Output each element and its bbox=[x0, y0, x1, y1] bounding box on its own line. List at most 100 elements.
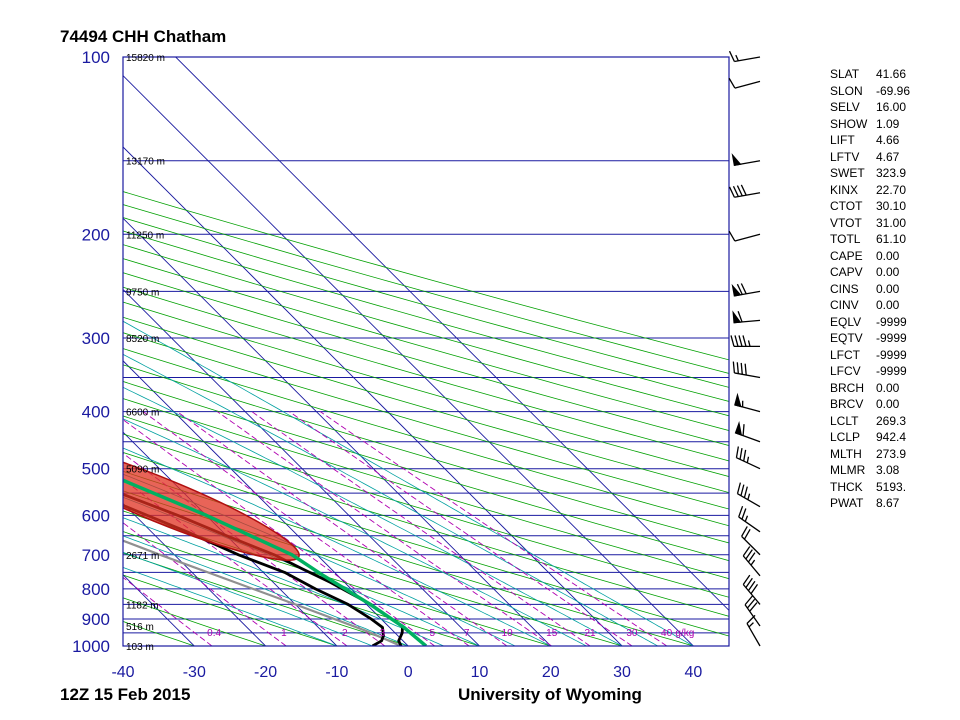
index-value: 5193. bbox=[876, 479, 907, 494]
mixing-ratio-label: 7 bbox=[464, 628, 470, 639]
index-key: MLMR bbox=[830, 463, 866, 477]
dry-adiabat-line bbox=[123, 381, 729, 562]
index-row: MLMR 3.08 bbox=[830, 462, 910, 479]
wind-barb bbox=[728, 230, 761, 242]
index-value: 4.66 bbox=[876, 133, 900, 147]
index-value: 942.4 bbox=[876, 430, 907, 444]
dry-adiabat-line bbox=[123, 272, 729, 446]
index-key: SLAT bbox=[830, 67, 860, 81]
index-value: 22.70 bbox=[876, 182, 907, 197]
index-row: MLTH 273.9 bbox=[830, 446, 910, 463]
index-value: -9999 bbox=[876, 331, 907, 345]
index-row: LFCV -9999 bbox=[830, 363, 910, 380]
moist-adiabat-line bbox=[123, 566, 338, 646]
index-value: 61.10 bbox=[876, 232, 907, 246]
x-tick-label: 0 bbox=[404, 664, 413, 681]
index-value: -9999 bbox=[876, 347, 907, 362]
pressure-tick-label: 400 bbox=[82, 403, 110, 422]
index-key: LCLT bbox=[830, 413, 859, 428]
dry-adiabat-line bbox=[123, 574, 338, 646]
index-key: BRCV bbox=[830, 397, 864, 411]
index-key: LCLP bbox=[830, 430, 861, 444]
index-key: EQTV bbox=[830, 331, 863, 345]
pressure-tick-label: 700 bbox=[82, 546, 110, 565]
index-value: 8.67 bbox=[876, 496, 900, 510]
index-row: KINX 22.70 bbox=[830, 182, 910, 199]
mixing-ratio-label: 21 bbox=[584, 628, 596, 639]
height-label: 6600 m bbox=[126, 408, 159, 419]
index-row: SELV 16.00 bbox=[830, 99, 910, 116]
index-key: SWET bbox=[830, 166, 865, 180]
index-key: MLTH bbox=[830, 446, 862, 461]
wind-barb bbox=[732, 361, 761, 379]
mixing-ratio-label: 2 bbox=[342, 628, 348, 639]
index-key: CINS bbox=[830, 281, 859, 296]
pressure-tick-label: 800 bbox=[82, 580, 110, 599]
index-row: EQLV -9999 bbox=[830, 314, 910, 331]
wind-barb bbox=[742, 546, 761, 577]
height-label: 1182 m bbox=[126, 600, 159, 611]
isotherm-line bbox=[123, 360, 409, 646]
index-row: LCLT 269.3 bbox=[830, 413, 910, 430]
height-label: 15820 m bbox=[126, 53, 165, 64]
index-key: LIFT bbox=[830, 133, 855, 147]
index-row: CTOT 30.10 bbox=[830, 198, 910, 215]
wind-barb bbox=[746, 614, 761, 647]
index-row: TOTL 61.10 bbox=[830, 231, 910, 248]
pressure-tick-label: 1000 bbox=[72, 637, 110, 656]
index-row: LIFT 4.66 bbox=[830, 132, 910, 149]
index-value: 1.09 bbox=[876, 116, 900, 131]
moist-adiabat-line bbox=[123, 320, 694, 646]
index-row: LCLP 942.4 bbox=[830, 429, 910, 446]
highlight-ellipse bbox=[123, 440, 300, 561]
moist-adiabat-line bbox=[123, 551, 373, 646]
index-row: LFCT -9999 bbox=[830, 347, 910, 364]
index-key: PWAT bbox=[830, 496, 864, 510]
isotherm-line bbox=[123, 502, 266, 646]
x-tick-label: -40 bbox=[111, 664, 134, 681]
pressure-tick-label: 900 bbox=[82, 610, 110, 629]
index-key: LFTV bbox=[830, 149, 860, 164]
x-tick-label: -10 bbox=[325, 664, 348, 681]
index-key: TOTL bbox=[830, 232, 861, 246]
wind-barb bbox=[731, 153, 761, 166]
index-row: VTOT 31.00 bbox=[830, 215, 910, 232]
mixing-ratio-label: 5 bbox=[429, 628, 435, 639]
wind-barb bbox=[732, 310, 761, 324]
height-label: 9750 m bbox=[126, 287, 159, 298]
index-key: CAPV bbox=[830, 265, 863, 279]
mixing-ratio-label: g/kg bbox=[675, 628, 694, 639]
pressure-tick-label: 500 bbox=[82, 460, 110, 479]
wind-barb bbox=[734, 421, 761, 443]
x-tick-label: 20 bbox=[542, 664, 560, 681]
mixing-ratio-label: 3 bbox=[380, 628, 386, 639]
index-key: BRCH bbox=[830, 380, 865, 395]
wind-barb bbox=[728, 50, 761, 63]
plot-frame bbox=[122, 56, 730, 647]
dry-adiabat-line bbox=[123, 531, 480, 646]
wind-barb bbox=[741, 526, 761, 556]
stability-indices: SLAT 41.66 SLON -69.96 SELV 16.00 SHOW 1.09 LIFT… bbox=[830, 66, 910, 512]
index-row: CAPE 0.00 bbox=[830, 248, 910, 265]
wind-barb bbox=[734, 392, 761, 413]
dry-adiabat-line bbox=[123, 364, 729, 544]
dry-adiabat-line bbox=[123, 552, 409, 646]
mixing-ratio-line bbox=[289, 411, 633, 646]
index-value: 0.00 bbox=[876, 397, 900, 411]
index-value: 31.00 bbox=[876, 215, 907, 230]
index-value: 30.10 bbox=[876, 199, 907, 213]
dry-adiabat-line bbox=[123, 244, 729, 417]
mixing-ratio-line bbox=[123, 478, 348, 646]
index-key: KINX bbox=[830, 182, 859, 197]
x-tick-label: -20 bbox=[254, 664, 277, 681]
dry-adiabat-line bbox=[123, 286, 729, 462]
height-label: 11250 m bbox=[126, 230, 164, 241]
wind-barb bbox=[735, 446, 761, 470]
height-label: 13170 m bbox=[126, 157, 165, 168]
wind-barb bbox=[730, 335, 760, 348]
mixing-ratio-label: 1 bbox=[281, 628, 287, 639]
dry-adiabat-line bbox=[123, 597, 266, 646]
dry-adiabat-line bbox=[123, 217, 729, 388]
dry-adiabat-line bbox=[123, 230, 729, 402]
wind-barb bbox=[728, 77, 761, 89]
